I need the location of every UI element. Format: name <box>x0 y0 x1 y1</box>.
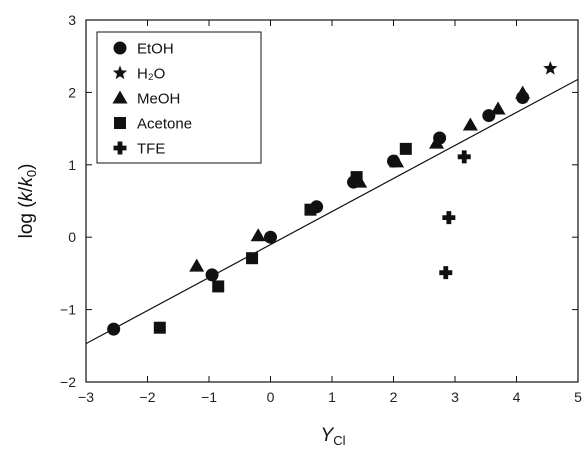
svg-text:log (k/k0): log (k/k0) <box>16 164 39 239</box>
y-tick-label: 2 <box>68 84 76 100</box>
point-ho <box>543 61 558 75</box>
point-meoh <box>490 101 506 115</box>
legend-box <box>96 31 262 164</box>
point-tfe <box>439 266 453 280</box>
point-meoh <box>429 135 445 149</box>
point-etoh <box>205 268 219 282</box>
y-tick-label: 0 <box>68 229 76 245</box>
x-tick-label: −3 <box>78 389 94 405</box>
svg-text:YCl: YCl <box>321 425 346 448</box>
y-tick-label: −2 <box>60 374 76 390</box>
y-tick-label: −1 <box>60 302 76 318</box>
x-tick-label: −2 <box>140 389 156 405</box>
y-axis-title: log (k/k0) <box>16 164 39 239</box>
point-tfe <box>457 150 471 164</box>
point-acetone <box>399 142 412 155</box>
y-tick-label: 3 <box>68 12 76 28</box>
y-tick-label: 1 <box>68 157 76 173</box>
x-tick-label: 4 <box>513 389 521 405</box>
x-tick-label: 1 <box>328 389 336 405</box>
point-acetone <box>153 321 166 334</box>
legend-label-etoh: EtOH <box>137 41 174 58</box>
point-meoh <box>189 258 205 272</box>
legend: EtOH H₂O MeOH Acetone TFE <box>96 31 262 164</box>
regression-line <box>86 78 578 345</box>
point-etoh <box>264 230 277 244</box>
x-tick-label: 0 <box>267 389 275 405</box>
point-acetone <box>246 252 259 265</box>
point-meoh <box>250 228 266 242</box>
point-acetone <box>212 280 225 293</box>
data-points <box>107 61 558 336</box>
legend-label-meoh: MeOH <box>137 91 180 108</box>
x-tick-label: 5 <box>574 389 582 405</box>
point-etoh <box>107 322 121 336</box>
point-acetone <box>304 203 317 216</box>
legend-label-tfe: TFE <box>137 141 165 158</box>
legend-marker-etoh <box>113 41 127 55</box>
x-axis-title: YCl <box>321 425 346 448</box>
legend-label-ho: H₂O <box>137 66 165 83</box>
plot-frame <box>85 19 579 383</box>
point-meoh <box>389 154 405 168</box>
x-tick-label: 3 <box>451 389 459 405</box>
x-tick-label: 2 <box>390 389 398 405</box>
point-meoh <box>462 117 478 131</box>
x-tick-label: −1 <box>201 389 217 405</box>
point-tfe <box>442 211 456 225</box>
legend-marker-acetone <box>114 117 126 129</box>
legend-marker-ho <box>112 65 128 80</box>
point-meoh <box>515 85 531 99</box>
legend-marker-meoh <box>112 90 128 104</box>
legend-marker-tfe <box>113 141 127 155</box>
legend-label-acetone: Acetone <box>137 116 192 133</box>
point-acetone <box>350 171 363 184</box>
